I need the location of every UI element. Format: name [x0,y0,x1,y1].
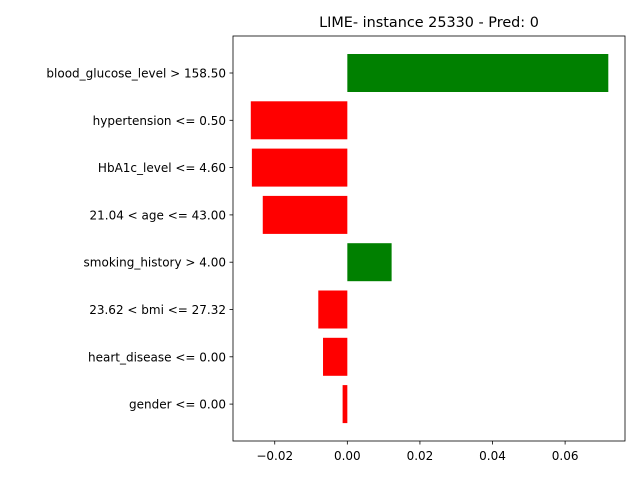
y-tick-label: 21.04 < age <= 43.00 [90,208,226,222]
x-tick-label: 0.00 [334,449,361,463]
y-axis-ticks: blood_glucose_level > 158.50 hypertension… [46,67,233,412]
x-tick-label: 0.06 [552,449,579,463]
y-tick-label: smoking_history > 4.00 [84,256,226,270]
x-axis-ticks: −0.02 0.00 0.02 0.04 0.06 [256,441,578,463]
bar-6 [323,337,348,376]
y-tick-label: hypertension <= 0.50 [93,114,226,128]
bars-layer [250,54,609,424]
bar-5 [318,290,348,329]
bar-1 [250,101,348,140]
y-tick-label: blood_glucose_level > 158.50 [46,67,226,81]
plot-frame [232,35,626,442]
x-tick-label: 0.04 [479,449,506,463]
y-tick-label: heart_disease <= 0.00 [88,350,226,364]
chart-title: LIME- instance 25330 - Pred: 0 [319,15,539,31]
x-tick-label: 0.02 [407,449,434,463]
x-tick-label: −0.02 [256,449,293,463]
y-tick-label: gender <= 0.00 [129,398,226,412]
bar-0 [347,54,609,92]
bar-4 [347,243,392,282]
bar-7 [342,385,348,424]
bar-3 [262,195,348,234]
y-tick-label: 23.62 < bmi <= 27.32 [89,303,226,317]
bar-2 [251,148,348,187]
y-tick-label: HbA1c_level <= 4.60 [98,161,226,175]
